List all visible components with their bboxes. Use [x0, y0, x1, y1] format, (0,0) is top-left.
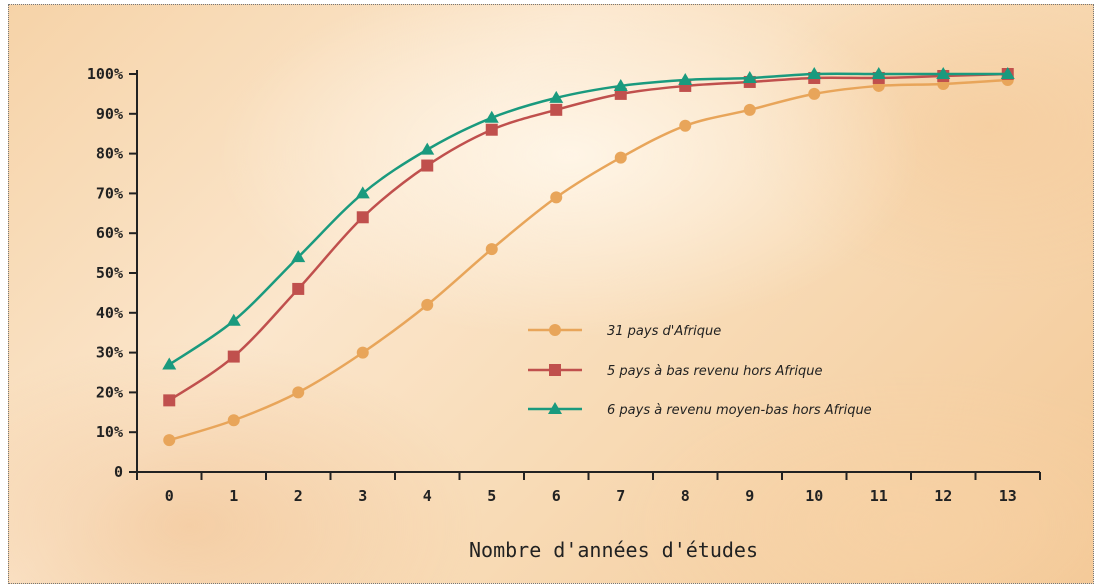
data-point — [614, 151, 627, 164]
series-line — [168, 72, 1008, 366]
series-3 — [162, 67, 1015, 370]
data-point — [807, 67, 822, 79]
data-point — [613, 78, 628, 91]
data-point — [227, 350, 240, 363]
data-point — [808, 87, 821, 100]
x-tick-label: 1 — [229, 487, 238, 505]
data-point — [484, 110, 499, 123]
data-point — [1000, 67, 1015, 79]
data-point — [550, 103, 563, 116]
y-tick-label: 40% — [96, 304, 123, 322]
data-point — [356, 211, 369, 224]
data-point — [162, 357, 177, 370]
axes: 010%20%30%40%50%60%70%80%90%100%0 1 2 3 4 5 6 7… — [87, 65, 1041, 505]
y-tick-label: 50% — [96, 264, 123, 282]
legend-label: 6 pays à revenu moyen-bas hors Afrique — [607, 403, 872, 418]
x-tick-label: 2 — [294, 487, 303, 505]
data-point — [743, 103, 756, 116]
x-axis-title: Nombre d'années d'études — [469, 538, 758, 562]
data-point — [356, 346, 369, 359]
data-point — [291, 250, 306, 263]
data-point — [679, 119, 692, 132]
data-point — [292, 282, 305, 295]
legend-item: 5 pays à bas revenu hors Afrique — [528, 364, 822, 379]
series-layer — [162, 67, 1015, 447]
x-tick-label: 5 — [487, 487, 496, 505]
x-tick-label: 3 — [358, 487, 367, 505]
x-tick-label: 12 — [934, 487, 952, 505]
data-point — [227, 414, 240, 427]
x-tick-label: 9 — [745, 487, 754, 505]
legend-marker — [548, 402, 562, 414]
x-tick-label: 13 — [999, 487, 1017, 505]
data-point — [163, 394, 176, 407]
legend: 31 pays d'Afrique 5 pays à bas revenu hor… — [528, 324, 872, 418]
x-tick-label: 7 — [616, 487, 625, 505]
data-point — [420, 142, 435, 155]
legend-label: 5 pays à bas revenu hors Afrique — [607, 364, 822, 379]
data-point — [421, 159, 434, 172]
legend-marker — [549, 364, 561, 376]
data-point — [871, 67, 886, 79]
legend-item: 6 pays à revenu moyen-bas hors Afrique — [528, 402, 872, 418]
data-point — [485, 123, 498, 136]
y-tick-label: 100% — [87, 65, 123, 83]
series-line — [168, 72, 1008, 402]
x-tick-label: 4 — [423, 487, 432, 505]
data-point — [549, 90, 564, 103]
x-tick-label: 8 — [681, 487, 690, 505]
x-tick-label: 0 — [165, 487, 174, 505]
y-tick-label: 20% — [96, 383, 123, 401]
legend-item: 31 pays d'Afrique — [528, 324, 721, 339]
legend-label: 31 pays d'Afrique — [607, 324, 721, 339]
series-2 — [163, 68, 1014, 407]
x-tick-label: 11 — [870, 487, 888, 505]
data-point — [742, 70, 757, 83]
y-tick-label: 80% — [96, 145, 123, 163]
y-tick-label: 10% — [96, 423, 123, 441]
series-line — [168, 78, 1008, 442]
y-tick-label: 70% — [96, 184, 123, 202]
data-point — [485, 243, 498, 256]
y-tick-label: 90% — [96, 105, 123, 123]
data-point — [226, 313, 241, 326]
data-point — [355, 186, 370, 199]
data-point — [936, 67, 951, 79]
legend-marker — [549, 324, 561, 336]
data-point — [678, 72, 693, 85]
y-tick-label: 30% — [96, 344, 123, 362]
data-point — [163, 434, 176, 447]
y-tick-label: 60% — [96, 224, 123, 242]
x-tick-label: 10 — [805, 487, 823, 505]
series-1 — [163, 73, 1014, 447]
data-point — [550, 191, 563, 204]
x-tick-label: 6 — [552, 487, 561, 505]
data-point — [292, 386, 305, 399]
data-point — [421, 298, 434, 311]
y-tick-label: 0 — [114, 463, 123, 481]
